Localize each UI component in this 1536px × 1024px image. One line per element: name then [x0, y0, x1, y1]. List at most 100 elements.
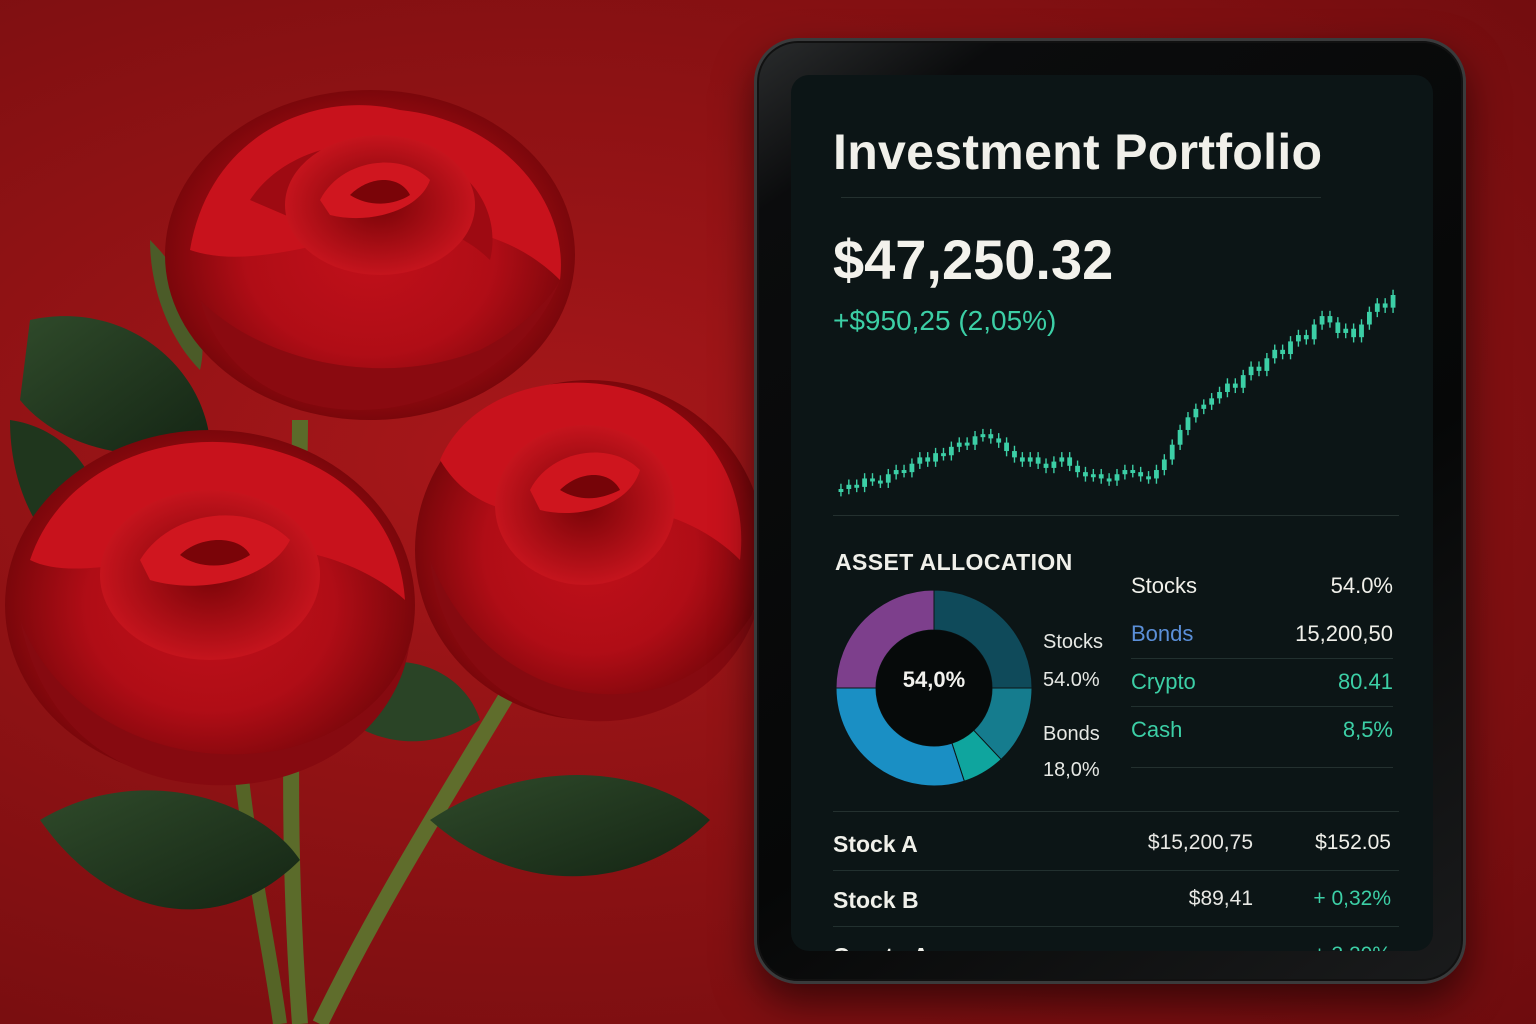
candle-body	[972, 436, 978, 445]
candle-body	[933, 453, 938, 462]
row-divider	[1131, 706, 1393, 707]
candle-body	[1272, 349, 1278, 359]
candle-body	[1019, 457, 1025, 462]
candle-body	[1004, 442, 1009, 452]
candle-body	[1217, 392, 1222, 399]
holding-name: Crypto A	[833, 943, 929, 951]
row-divider	[833, 926, 1399, 927]
candle-body	[1382, 303, 1388, 308]
holding-row-stock-b[interactable]: Stock B $89,41 + 0,32%	[833, 871, 1399, 927]
allocation-value: 8,5%	[1342, 717, 1393, 742]
candle-body	[1248, 366, 1254, 376]
candle-body	[1154, 470, 1159, 479]
candle-body	[1059, 457, 1065, 462]
candle-body	[988, 434, 994, 439]
candle-body	[1177, 429, 1183, 445]
candle-body	[885, 474, 891, 483]
candle-body	[1122, 470, 1128, 475]
leaf	[430, 775, 710, 877]
allocation-donut-chart[interactable]	[835, 589, 1033, 787]
divider	[833, 515, 1399, 516]
candle-body	[980, 434, 986, 438]
candle-body	[1083, 472, 1088, 477]
candle-body	[1296, 335, 1301, 342]
candle-body	[1374, 303, 1380, 312]
candle-body	[1366, 311, 1372, 325]
leaf	[20, 316, 210, 455]
candle-body	[1264, 358, 1270, 371]
donut-label-bonds-value: 18,0%	[1043, 759, 1100, 781]
donut-center-value: 54,0%	[902, 667, 966, 692]
candle-body	[862, 478, 868, 487]
allocation-row-cash[interactable]: Cash 8,5%	[1131, 707, 1393, 755]
allocation-row-bonds[interactable]: Bonds 15,200,50	[1131, 611, 1393, 659]
candle-body	[925, 457, 931, 462]
candle-body	[909, 463, 915, 473]
donut-hole	[876, 630, 992, 746]
candle-body	[1027, 457, 1033, 462]
divider	[833, 811, 1399, 812]
candle-body	[1343, 328, 1349, 333]
candle-body	[1209, 398, 1215, 405]
holding-row-stock-a[interactable]: Stock A $15,200,75 $152.05	[833, 815, 1399, 871]
candle-body	[1319, 316, 1325, 325]
candle-body	[1280, 349, 1286, 355]
candle-body	[1146, 476, 1151, 480]
row-divider	[1131, 658, 1393, 659]
divider	[1131, 767, 1393, 768]
stem	[233, 759, 287, 1024]
candle-body	[1201, 404, 1207, 409]
holding-value: $89,41	[1188, 887, 1253, 910]
candle-body	[1288, 341, 1293, 355]
row-divider	[833, 870, 1399, 871]
candle-body	[1138, 472, 1144, 477]
candle-body	[1359, 324, 1364, 338]
allocation-value: 15,200,50	[1295, 621, 1393, 646]
holding-name: Stock A	[833, 831, 918, 857]
candle-body	[917, 457, 923, 464]
candle-body	[948, 446, 954, 456]
candle-body	[1161, 459, 1167, 471]
candle-body	[1130, 470, 1136, 474]
candle-body	[1035, 457, 1041, 464]
allocation-row-stocks[interactable]: Stocks 54.0%	[1131, 563, 1393, 611]
candle-body	[1390, 295, 1396, 308]
portfolio-change: +$950,25 (2,05%)	[833, 305, 1057, 336]
candle-body	[893, 470, 899, 475]
rose-left	[5, 430, 415, 786]
candle-body	[1311, 324, 1317, 340]
holding-name: Stock B	[833, 887, 919, 913]
price-candlestick-chart[interactable]	[831, 285, 1411, 505]
roses-illustration	[5, 90, 765, 1024]
candle-body	[854, 484, 860, 488]
candle-body	[1225, 383, 1230, 392]
candle-body	[1098, 474, 1104, 479]
allocation-row-crypto[interactable]: Crypto 80.41	[1131, 659, 1393, 707]
tablet-device: Investment Portfolio $47,250.32 +$950,25…	[754, 38, 1466, 984]
allocation-name: Crypto	[1131, 669, 1196, 694]
holding-change: + 0,32%	[1313, 887, 1391, 910]
candle-body	[941, 453, 946, 457]
candle-body	[901, 470, 907, 474]
candle-body	[1351, 328, 1357, 338]
asset-allocation-heading: ASSET ALLOCATION	[835, 549, 1073, 575]
holding-value: $15,200,75	[1147, 831, 1253, 854]
candle-body	[996, 438, 1002, 443]
candle-body	[1232, 383, 1238, 388]
candle-body	[1256, 366, 1262, 371]
rose-right	[415, 380, 765, 722]
donut-label-bonds-name: Bonds	[1043, 723, 1100, 745]
candle-body	[956, 442, 962, 447]
holding-change: $152.05	[1315, 831, 1391, 854]
page-title: Investment Portfolio	[833, 124, 1323, 180]
candle-body	[1075, 465, 1080, 473]
candle-body	[1240, 375, 1246, 388]
candle-body	[846, 484, 852, 489]
holding-row-crypto-a[interactable]: Crypto A + 3,20%	[833, 927, 1399, 951]
allocation-name: Stocks	[1131, 573, 1198, 598]
candle-body	[1090, 474, 1096, 478]
candle-body	[1051, 461, 1057, 468]
candle-body	[1303, 335, 1309, 340]
allocation-value: 80.41	[1337, 669, 1393, 694]
donut-label-stocks-value: 54.0%	[1043, 669, 1100, 691]
